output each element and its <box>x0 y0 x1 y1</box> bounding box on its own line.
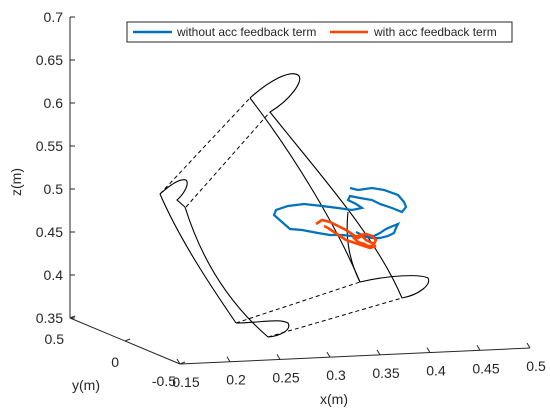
hidden-edge-bottom <box>235 281 361 324</box>
x-tick-label: 0.45 <box>472 360 499 376</box>
hidden-edge-inner <box>185 111 271 208</box>
y-tick-label: -0.5 <box>152 373 176 389</box>
z-tick-label: 0.5 <box>44 181 64 197</box>
hidden-edge-bottom2 <box>267 297 403 338</box>
x-tick-label: 0.2 <box>226 372 246 388</box>
x-tick-label: 0.4 <box>426 363 446 379</box>
x-tick-label: 0.35 <box>372 365 399 381</box>
y-tick-mark <box>124 338 131 342</box>
z-axis-label: z(m) <box>8 168 24 196</box>
z-tick-label: 0.6 <box>44 95 64 111</box>
y-ticks: -0.5 0 0.5 <box>45 315 186 389</box>
workspace-outer-arc-mid <box>269 111 403 299</box>
series-without-acc-feedback <box>272 186 408 240</box>
y-axis-label: y(m) <box>72 377 100 393</box>
legend-box <box>126 21 513 43</box>
hidden-edge-top <box>159 97 251 195</box>
workspace-outer-arc-top <box>159 193 237 324</box>
workspace-outer-arc-upper <box>249 97 361 283</box>
x-tick-label: 0.25 <box>272 369 299 385</box>
x-tick-mark <box>426 347 431 353</box>
x-tick-mark <box>226 356 231 362</box>
z-tick-label: 0.7 <box>44 9 64 25</box>
z-ticks: 0.35 0.4 0.45 0.5 0.55 0.6 0.65 0.7 <box>36 9 75 326</box>
axes <box>69 17 531 365</box>
z-tick-label: 0.55 <box>36 138 63 154</box>
workspace-left-cap <box>159 179 188 208</box>
z-tick-label: 0.4 <box>44 267 64 283</box>
z-tick-label: 0.45 <box>36 224 63 240</box>
workspace-outline <box>159 73 430 338</box>
y-tick-mark <box>69 315 76 319</box>
x-tick-label: 0.5 <box>526 358 546 374</box>
workspace-inner-arc <box>184 206 269 338</box>
y-tick-label: 0 <box>111 354 119 370</box>
y-tick-label: 0.5 <box>45 331 65 347</box>
y-tick-mark <box>179 361 186 365</box>
series-with-acc-feedback <box>315 218 378 250</box>
workspace-top-cap <box>249 73 301 113</box>
x-tick-mark <box>376 349 381 356</box>
z-tick-label: 0.65 <box>36 52 63 68</box>
x-tick-label: 0.3 <box>326 367 346 383</box>
x-tick-mark <box>176 358 181 365</box>
z-tick-label: 0.35 <box>36 310 63 326</box>
x-ticks: 0.15 0.2 0.25 0.3 0.35 0.4 0.45 0.5 <box>172 342 546 390</box>
workspace-hidden-edges <box>159 97 403 338</box>
x-tick-mark <box>526 342 531 349</box>
workspace-right-arc <box>346 211 361 283</box>
x-tick-mark <box>476 345 481 351</box>
legend-label-with: with acc feedback term <box>373 25 497 39</box>
x-axis-label: x(m) <box>320 391 348 407</box>
workspace-bottom-right-cap <box>359 275 430 299</box>
legend: without acc feedback term with acc feedb… <box>126 21 513 43</box>
x-tick-mark <box>276 354 281 360</box>
legend-label-without: without acc feedback term <box>176 25 316 39</box>
x-axis-line <box>179 347 531 365</box>
x-tick-label: 0.15 <box>172 374 199 390</box>
workspace-bottom-left-cap <box>235 320 290 338</box>
x-tick-mark <box>326 351 331 358</box>
